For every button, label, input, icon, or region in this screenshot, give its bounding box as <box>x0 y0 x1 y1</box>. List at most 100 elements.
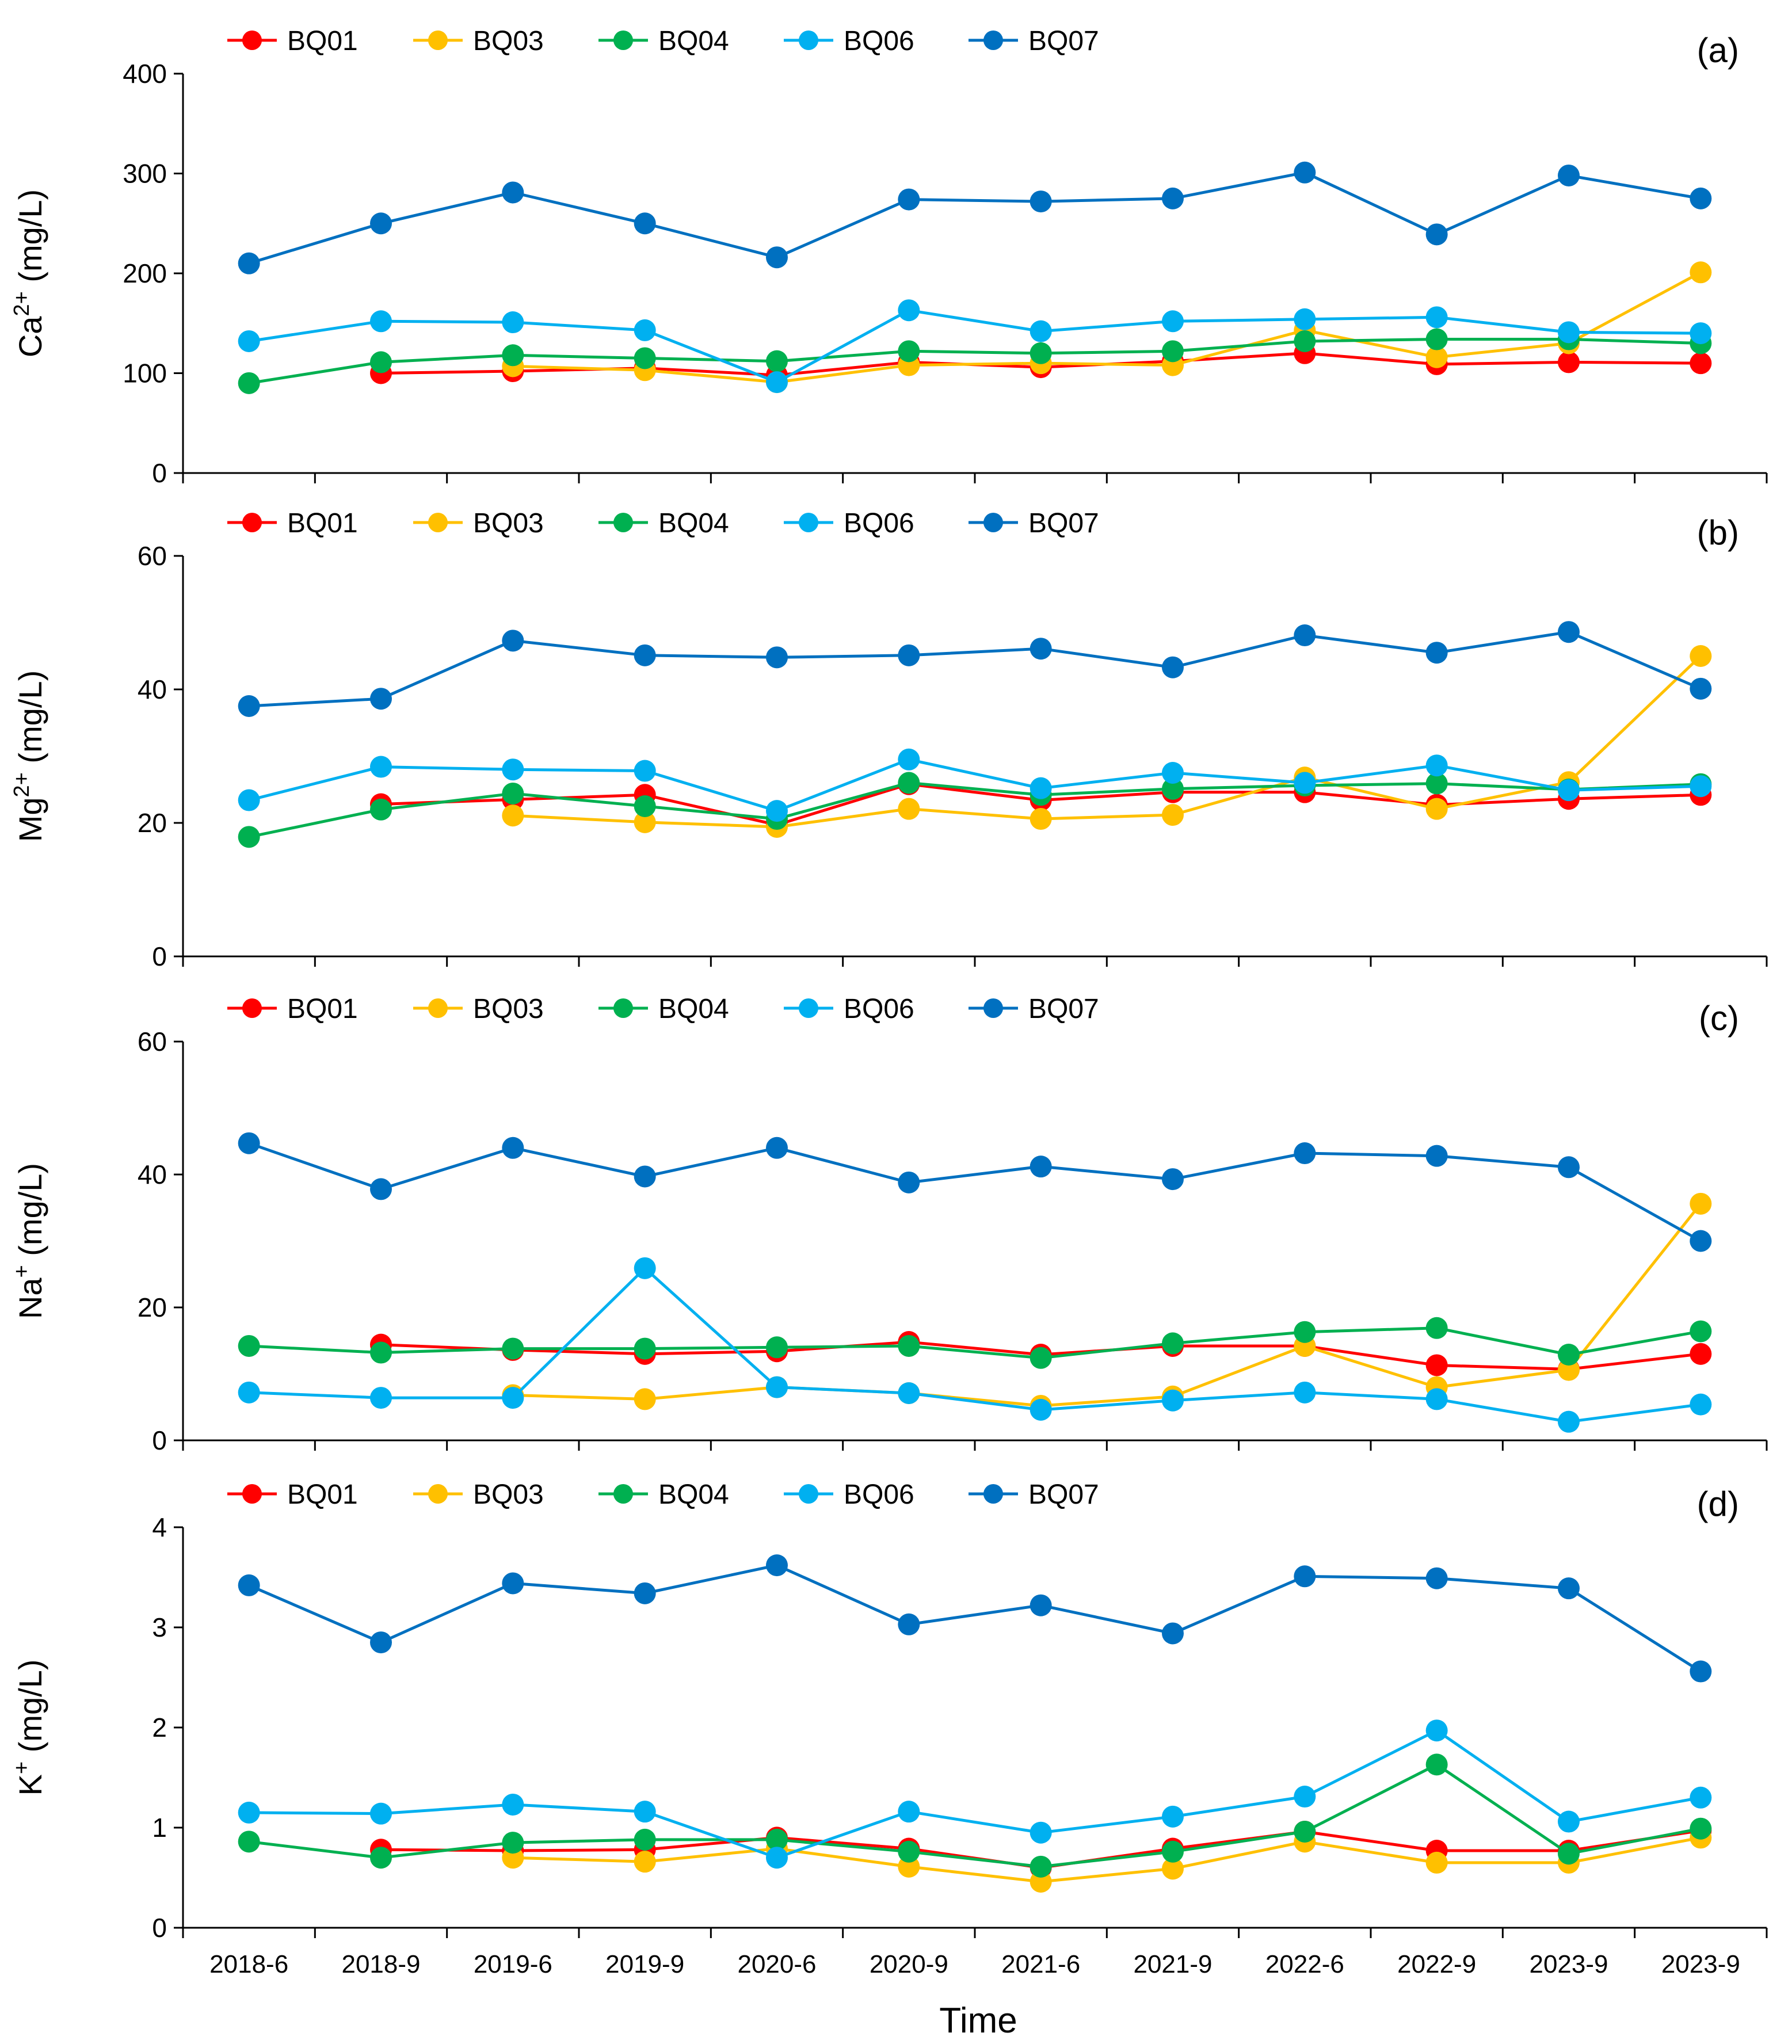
data-point-bq04 <box>238 1831 260 1853</box>
data-point-bq06 <box>1690 775 1712 798</box>
data-point-bq07 <box>1030 1156 1052 1178</box>
data-point-bq04 <box>502 1337 524 1360</box>
data-point-bq07 <box>1558 1577 1580 1600</box>
data-point-bq03 <box>1030 1870 1052 1893</box>
data-point-bq04 <box>370 1341 392 1364</box>
data-point-bq03 <box>502 804 524 827</box>
data-point-bq06 <box>1558 1410 1580 1433</box>
data-point-bq04 <box>1558 1344 1580 1366</box>
data-point-bq07 <box>370 688 392 710</box>
data-point-bq03 <box>502 1847 524 1869</box>
data-point-bq04 <box>1162 340 1184 363</box>
data-point-bq01 <box>1690 1343 1712 1365</box>
data-point-bq06 <box>1690 322 1712 345</box>
series-line-bq06 <box>249 1729 1701 1859</box>
data-point-bq03 <box>634 811 656 833</box>
series-line-bq03 <box>513 1836 1701 1883</box>
panel-label: (a) <box>1697 31 1739 70</box>
data-point-bq06 <box>1425 306 1448 329</box>
legend-marker <box>242 513 262 532</box>
data-point-bq06 <box>898 1801 920 1823</box>
y-tick-label: 40 <box>138 674 167 704</box>
y-tick-label: 0 <box>152 458 167 488</box>
legend-marker <box>242 1484 262 1504</box>
data-point-bq06 <box>502 758 524 781</box>
data-point-bq06 <box>1162 1389 1184 1412</box>
data-point-bq04 <box>1030 1855 1052 1878</box>
data-point-bq06 <box>1690 1786 1712 1809</box>
data-point-bq01 <box>1425 1354 1448 1376</box>
y-tick-label: 4 <box>152 1512 167 1542</box>
data-point-bq03 <box>1690 261 1712 284</box>
data-point-bq04 <box>1425 772 1448 795</box>
data-point-bq06 <box>634 1801 656 1823</box>
data-point-bq06 <box>898 748 920 771</box>
data-point-bq04 <box>634 1828 656 1851</box>
data-point-bq03 <box>1425 1851 1448 1874</box>
data-point-bq07 <box>634 1582 656 1604</box>
data-point-bq07 <box>1425 642 1448 664</box>
y-axis-title-charge: 2+ <box>10 291 34 316</box>
legend-marker <box>983 513 1003 532</box>
y-axis-title: Ca2+ (mg/L) <box>10 189 48 357</box>
series-line-bq03 <box>513 1203 1702 1408</box>
legend-marker <box>613 1484 633 1504</box>
data-point-bq04 <box>898 1840 920 1863</box>
data-point-bq07 <box>1294 1142 1316 1165</box>
y-tick-label: 0 <box>152 1913 167 1943</box>
data-point-bq03 <box>1425 346 1448 368</box>
data-point-bq04 <box>1425 1753 1448 1776</box>
data-point-bq03 <box>1162 1858 1184 1880</box>
data-point-bq07 <box>502 181 524 204</box>
y-axis-title-unit: (mg/L) <box>12 189 48 291</box>
chart-panel: 0 20 40 60 Mg2+ (mg/L) (b) BQ01 BQ03 BQ04 BQ06 BQ0… <box>10 508 1768 971</box>
data-point-bq07 <box>1030 190 1052 213</box>
data-point-bq04 <box>634 795 656 817</box>
data-point-bq07 <box>1425 1567 1448 1589</box>
data-point-bq07 <box>1690 1230 1712 1252</box>
data-point-bq06 <box>766 371 788 394</box>
y-tick-label: 40 <box>138 1160 167 1189</box>
x-tick-label: 2023-9 <box>1529 1950 1608 1978</box>
data-point-bq06 <box>766 1376 788 1398</box>
data-point-bq03 <box>1558 1359 1580 1381</box>
legend-marker <box>428 1484 448 1504</box>
data-point-bq06 <box>634 1257 656 1279</box>
data-point-bq07 <box>502 1572 524 1595</box>
data-point-bq07 <box>502 1137 524 1159</box>
x-tick-label: 2023-9 <box>1661 1950 1740 1978</box>
legend-marker <box>799 30 818 50</box>
data-point-bq06 <box>1030 320 1052 342</box>
data-point-bq07 <box>898 1613 920 1635</box>
legend-label: BQ04 <box>658 26 729 56</box>
panel-label: (b) <box>1697 513 1739 552</box>
data-point-bq04 <box>766 1336 788 1359</box>
series-line-bq04 <box>249 338 1701 385</box>
data-point-bq07 <box>1294 161 1316 184</box>
data-point-bq07 <box>1030 638 1052 660</box>
y-tick-label: 20 <box>138 808 167 838</box>
data-point-bq04 <box>634 347 656 369</box>
legend-label: BQ07 <box>1028 994 1099 1024</box>
chart-panel: 0 20 40 60 Na+ (mg/L) (c) BQ01 BQ03 BQ04 BQ06 BQ07 <box>10 994 1768 1455</box>
series-line-bq07 <box>248 1563 1702 1673</box>
y-axis-title-unit: (mg/L) <box>12 1163 48 1265</box>
data-point-bq04 <box>1162 777 1184 800</box>
data-point-bq07 <box>1690 1660 1712 1683</box>
data-point-bq06 <box>1425 1388 1448 1410</box>
data-point-bq04 <box>1425 328 1448 350</box>
legend-marker <box>613 998 633 1018</box>
data-point-bq07 <box>634 1165 656 1188</box>
data-point-bq07 <box>1690 677 1712 700</box>
data-point-bq04 <box>1030 1347 1052 1369</box>
data-point-bq06 <box>1558 1810 1580 1833</box>
data-point-bq07 <box>898 644 920 666</box>
data-point-bq01 <box>1558 351 1580 373</box>
data-point-bq07 <box>502 630 524 652</box>
series-line-bq07 <box>249 630 1702 708</box>
data-point-bq06 <box>1030 1398 1052 1421</box>
data-point-bq07 <box>238 695 260 717</box>
series-line-bq04 <box>249 1326 1701 1360</box>
data-point-bq07 <box>1558 164 1580 186</box>
y-tick-label: 1 <box>152 1813 167 1843</box>
